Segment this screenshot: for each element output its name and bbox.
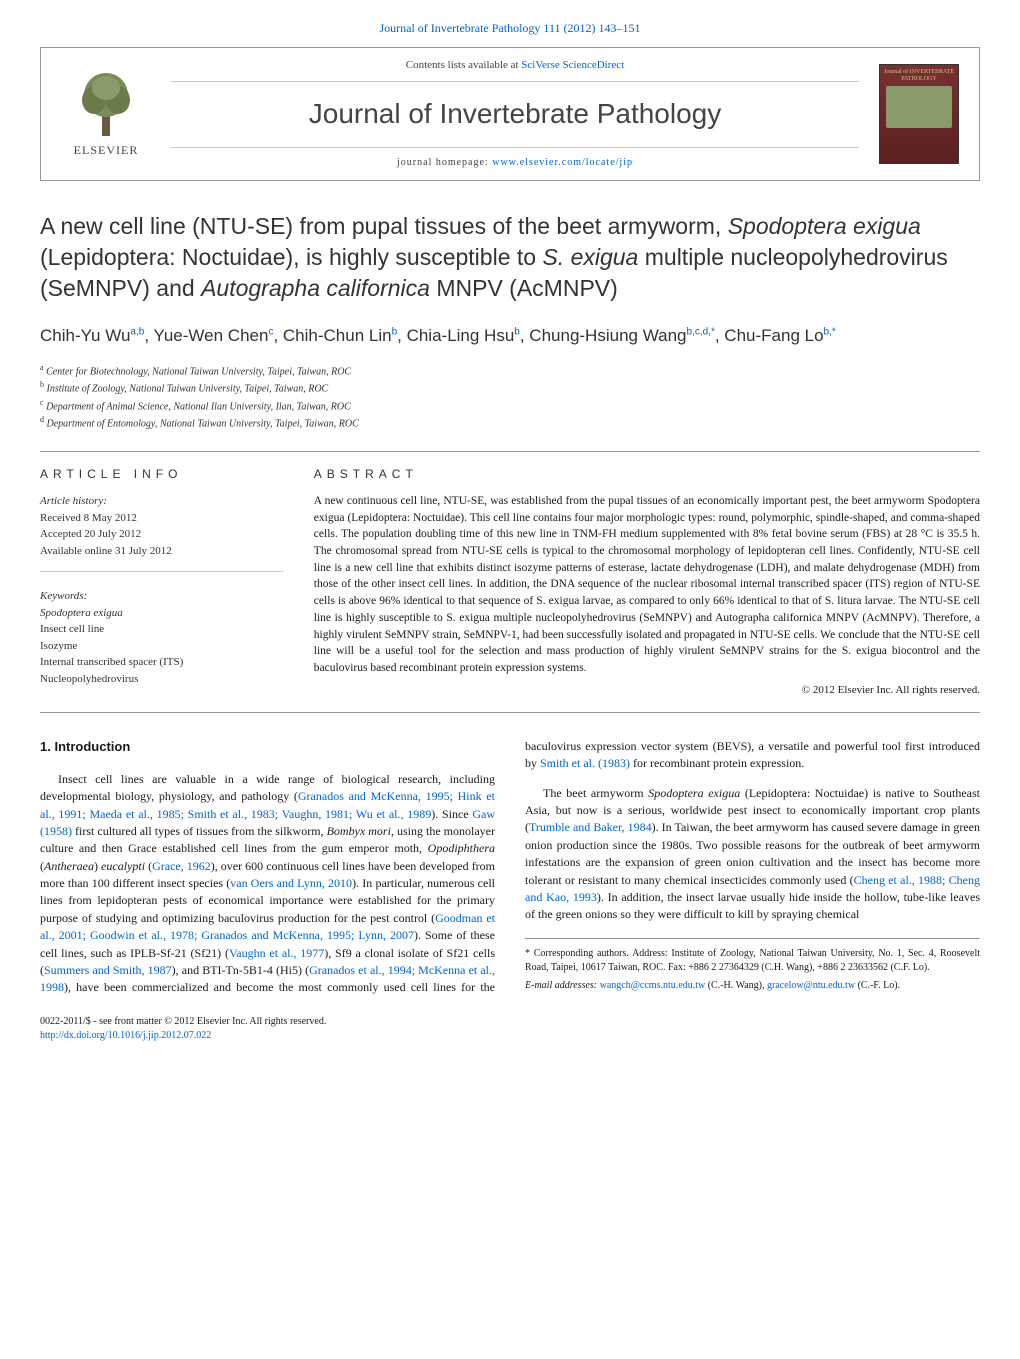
email-line: E-mail addresses: wangch@ccms.ntu.edu.tw… xyxy=(525,979,980,993)
affiliation-b: b Institute of Zoology, National Taiwan … xyxy=(40,379,980,396)
author-3: , Chih-Chun Lin xyxy=(273,326,391,345)
introduction-section: 1. Introduction Insect cell lines are va… xyxy=(40,738,980,1043)
homepage-line: journal homepage: www.elsevier.com/locat… xyxy=(171,147,859,170)
author-6-aff: b, xyxy=(824,326,832,337)
author-2: , Yue-Wen Chen xyxy=(144,326,268,345)
header-center: Contents lists available at SciVerse Sci… xyxy=(151,58,879,171)
title-species3: Autographa californica xyxy=(201,275,430,301)
received-date: Received 8 May 2012 xyxy=(40,512,137,524)
abstract-copyright: © 2012 Elsevier Inc. All rights reserved… xyxy=(314,683,980,698)
journal-header-box: ELSEVIER Contents lists available at Sci… xyxy=(40,47,980,182)
citation-6[interactable]: Vaughn et al., 1977 xyxy=(229,946,324,960)
author-6: , Chu-Fang Lo xyxy=(715,326,824,345)
email-1[interactable]: wangch@ccms.ntu.edu.tw xyxy=(600,980,706,991)
affiliations: a Center for Biotechnology, National Tai… xyxy=(40,362,980,431)
author-6-corresp: * xyxy=(832,326,836,337)
elsevier-logo-text: ELSEVIER xyxy=(74,142,139,159)
elsevier-logo[interactable]: ELSEVIER xyxy=(61,70,151,159)
doi-link[interactable]: http://dx.doi.org/10.1016/j.jip.2012.07.… xyxy=(40,1029,980,1043)
author-5-aff: b,c,d, xyxy=(686,326,710,337)
keyword-3: Isozyme xyxy=(40,638,284,655)
title-species1: Spodoptera exigua xyxy=(728,213,921,239)
keywords-block: Keywords: Spodoptera exigua Insect cell … xyxy=(40,588,284,687)
intro-paragraph-2: The beet armyworm Spodoptera exigua (Lep… xyxy=(525,785,980,924)
article-info-heading: ARTICLE INFO xyxy=(40,466,284,483)
affiliation-d: d Department of Entomology, National Tai… xyxy=(40,414,980,431)
citation-10[interactable]: Trumble and Baker, 1984 xyxy=(529,820,652,834)
history-label: Article history: xyxy=(40,495,107,507)
keyword-4: Internal transcribed spacer (ITS) xyxy=(40,654,284,671)
author-4: , Chia-Ling Hsu xyxy=(397,326,514,345)
homepage-prefix: journal homepage: xyxy=(397,157,492,168)
contents-text: Contents lists available at xyxy=(406,59,521,71)
title-part2: (Lepidoptera: Noctuidae), is highly susc… xyxy=(40,244,542,270)
keywords-label: Keywords: xyxy=(40,588,284,605)
abstract-text: A new continuous cell line, NTU-SE, was … xyxy=(314,493,980,676)
online-date: Available online 31 July 2012 xyxy=(40,545,172,557)
elsevier-tree-icon xyxy=(76,70,136,140)
keyword-2: Insect cell line xyxy=(40,621,284,638)
contents-line: Contents lists available at SciVerse Sci… xyxy=(171,58,859,82)
cover-photo-placeholder xyxy=(886,86,952,128)
email-2[interactable]: gracelow@ntu.edu.tw xyxy=(767,980,855,991)
author-5: , Chung-Hsiung Wang xyxy=(520,326,687,345)
journal-name: Journal of Invertebrate Pathology xyxy=(171,94,859,133)
author-1-aff: a,b xyxy=(130,326,144,337)
citation-3[interactable]: Grace, 1962 xyxy=(152,859,211,873)
accepted-date: Accepted 20 July 2012 xyxy=(40,528,141,540)
abstract-col: ABSTRACT A new continuous cell line, NTU… xyxy=(294,452,980,712)
homepage-url[interactable]: www.elsevier.com/locate/jip xyxy=(492,157,633,168)
introduction-heading: 1. Introduction xyxy=(40,738,495,757)
scidirect-link[interactable]: SciVerse ScienceDirect xyxy=(521,59,624,71)
keyword-5: Nucleopolyhedrovirus xyxy=(40,671,284,688)
article-title: A new cell line (NTU-SE) from pupal tiss… xyxy=(40,211,980,304)
keyword-1: Spodoptera exigua xyxy=(40,605,284,622)
article-info-abstract-row: ARTICLE INFO Article history: Received 8… xyxy=(40,451,980,713)
author-1: Chih-Yu Wu xyxy=(40,326,130,345)
affiliation-a: a Center for Biotechnology, National Tai… xyxy=(40,362,980,379)
citation-9[interactable]: Smith et al. (1983) xyxy=(540,756,630,770)
journal-cover-thumb[interactable]: Journal of INVERTEBRATE PATHOLOGY xyxy=(879,64,959,164)
corresp-text: * Corresponding authors. Address: Instit… xyxy=(525,947,980,975)
abstract-heading: ABSTRACT xyxy=(314,466,980,483)
affiliation-c: c Department of Animal Science, National… xyxy=(40,397,980,414)
journal-citation-link[interactable]: Journal of Invertebrate Pathology 111 (2… xyxy=(40,20,980,37)
article-history: Article history: Received 8 May 2012 Acc… xyxy=(40,493,284,572)
authors-line: Chih-Yu Wua,b, Yue-Wen Chenc, Chih-Chun … xyxy=(40,323,980,349)
page-footer: 0022-2011/$ - see front matter © 2012 El… xyxy=(40,1015,980,1043)
issn-line: 0022-2011/$ - see front matter © 2012 El… xyxy=(40,1015,980,1029)
article-info-col: ARTICLE INFO Article history: Received 8… xyxy=(40,452,294,712)
title-part1: A new cell line (NTU-SE) from pupal tiss… xyxy=(40,213,728,239)
citation-4[interactable]: van Oers and Lynn, 2010 xyxy=(230,876,352,890)
cover-title-text: Journal of INVERTEBRATE PATHOLOGY xyxy=(884,69,954,82)
title-part4: MNPV (AcMNPV) xyxy=(430,275,618,301)
citation-7[interactable]: Summers and Smith, 1987 xyxy=(44,963,172,977)
corresponding-author-footnote: * Corresponding authors. Address: Instit… xyxy=(525,938,980,993)
title-species2: S. exigua xyxy=(542,244,638,270)
